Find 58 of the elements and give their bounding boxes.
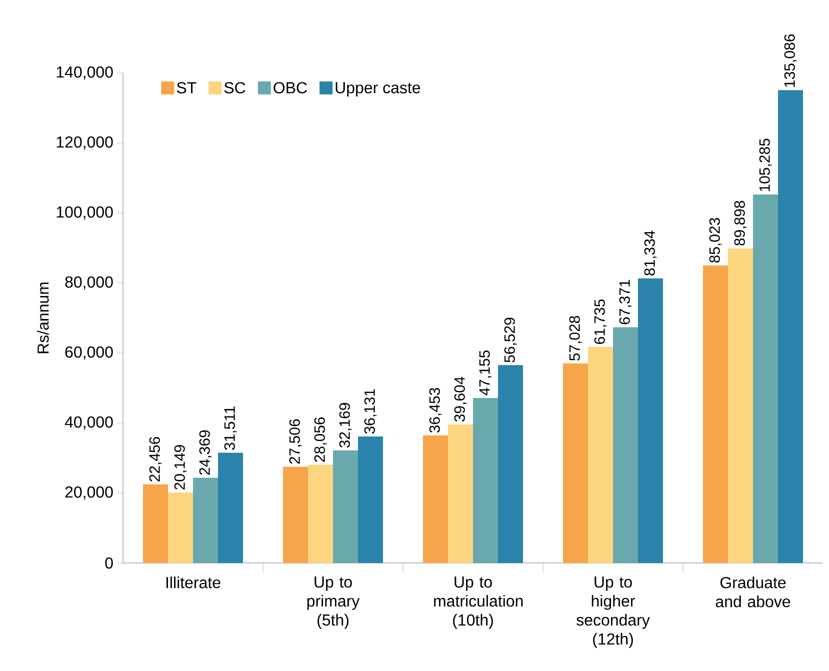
bar [333, 450, 358, 563]
bar [703, 265, 728, 563]
data-label: 81,334 [644, 230, 657, 276]
data-label: 27,506 [289, 419, 302, 464]
data-label: 24,369 [199, 430, 212, 475]
y-tick-label: 40,000 [64, 416, 113, 430]
data-label: 20,149 [174, 445, 187, 490]
data-label: 31,511 [224, 406, 237, 450]
data-label: 39,604 [454, 376, 467, 422]
bar [308, 464, 334, 563]
data-label: 67,371 [619, 280, 632, 324]
bar [143, 484, 168, 563]
bar [168, 492, 194, 563]
bar [448, 424, 474, 563]
data-label: 89,898 [734, 200, 747, 246]
y-tick-label: 60,000 [65, 346, 113, 360]
legend-label: OBC [274, 82, 307, 94]
y-tick-label: 100,000 [56, 206, 113, 220]
bar [778, 90, 803, 563]
legend-label: SC [224, 82, 246, 94]
y-tick-label: 120,000 [56, 136, 113, 150]
y-tick-label: 140,000 [56, 66, 113, 80]
bar [473, 398, 498, 563]
x-tick-label: Up to higher secondary (12th) [576, 576, 650, 648]
data-label: 56,529 [504, 318, 517, 362]
bar [588, 346, 614, 563]
legend-label: ST [176, 82, 196, 94]
bar [498, 365, 524, 563]
data-label: 32,169 [339, 403, 352, 448]
bar [283, 466, 308, 563]
y-tick-label: 20,000 [65, 486, 113, 500]
data-label: 105,285 [759, 138, 772, 192]
x-tick-label: Up to matriculation (10th) [434, 576, 523, 629]
data-label: 36,131 [364, 389, 377, 434]
x-tick-label: Graduate and above [716, 576, 790, 608]
legend-label: Upper caste [336, 82, 420, 96]
data-label: 61,735 [594, 299, 607, 344]
y-tick-label: 0 [105, 557, 113, 569]
x-tick-label: Up to primary (5th) [307, 576, 360, 629]
data-label: 57,028 [569, 316, 582, 361]
bar [613, 327, 638, 563]
data-label: 47,155 [479, 350, 492, 396]
bar [218, 452, 244, 563]
bar [193, 478, 218, 563]
bar [638, 278, 663, 563]
y-axis-title: Rs/annum [37, 282, 49, 354]
bar [753, 194, 778, 563]
data-label: 36,453 [429, 388, 442, 433]
data-label: 28,056 [314, 417, 327, 462]
bar [358, 436, 384, 563]
data-label: 22,456 [149, 436, 162, 482]
y-tick-label: 80,000 [65, 276, 113, 290]
data-label: 85,023 [709, 218, 722, 263]
bar [423, 435, 448, 563]
x-tick-label: Illiterate [166, 576, 220, 588]
bar [728, 248, 753, 563]
bar [563, 363, 588, 563]
data-label: 135,086 [784, 34, 797, 87]
